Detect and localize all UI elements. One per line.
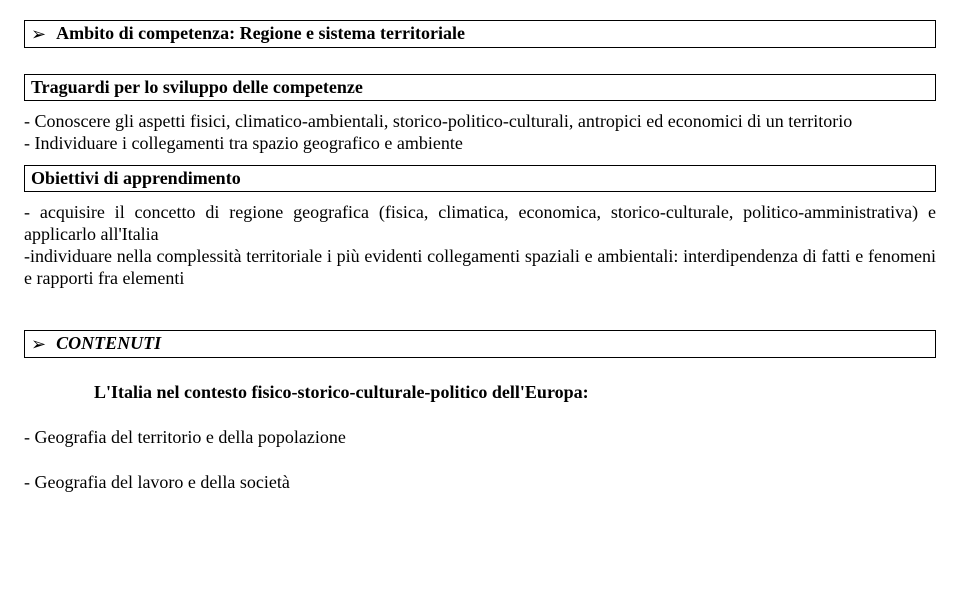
contenuti-box: ➢ CONTENUTI bbox=[24, 330, 936, 358]
traguardi-title: Traguardi per lo sviluppo delle competen… bbox=[31, 77, 363, 97]
competence-area-box: ➢ Ambito di competenza: Regione e sistem… bbox=[24, 20, 936, 48]
chevron-icon: ➢ bbox=[31, 333, 46, 355]
contenuti-subheading: L'Italia nel contesto fisico-storico-cul… bbox=[94, 382, 936, 403]
competence-area-row: ➢ Ambito di competenza: Regione e sistem… bbox=[31, 23, 929, 45]
traguardi-box: Traguardi per lo sviluppo delle competen… bbox=[24, 74, 936, 101]
obiettivi-item-2: -individuare nella complessità territori… bbox=[24, 246, 936, 290]
contenuti-row: ➢ CONTENUTI bbox=[31, 333, 929, 355]
obiettivi-title: Obiettivi di apprendimento bbox=[31, 168, 241, 188]
competence-area-title: Ambito di competenza: Regione e sistema … bbox=[56, 23, 929, 44]
traguardi-item-2: - Individuare i collegamenti tra spazio … bbox=[24, 133, 936, 155]
chevron-icon: ➢ bbox=[31, 23, 46, 45]
contenuti-item-2: - Geografia del lavoro e della società bbox=[24, 472, 936, 493]
traguardi-item-1: - Conoscere gli aspetti fisici, climatic… bbox=[24, 111, 936, 133]
contenuti-label: CONTENUTI bbox=[56, 333, 161, 354]
obiettivi-box: Obiettivi di apprendimento bbox=[24, 165, 936, 192]
contenuti-item-1: - Geografia del territorio e della popol… bbox=[24, 427, 936, 448]
obiettivi-item-1: - acquisire il concetto di regione geogr… bbox=[24, 202, 936, 246]
